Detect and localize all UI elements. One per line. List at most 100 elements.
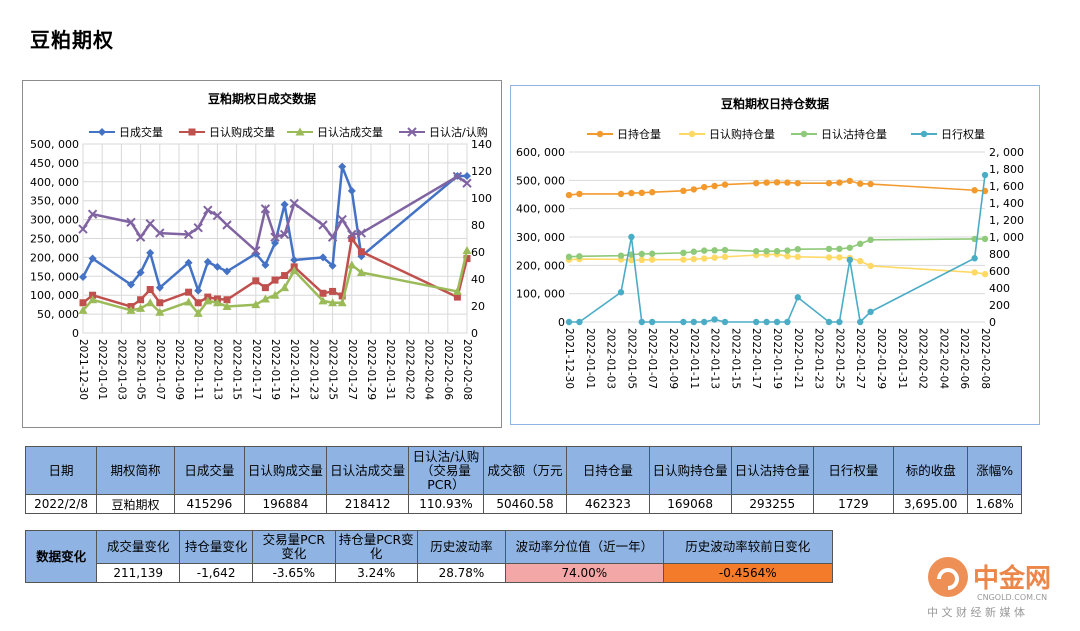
table1-value-7: 462323 xyxy=(566,494,650,514)
chart1-legend-item-3: 日行权量 xyxy=(911,128,985,141)
table2-header-0: 成交量变化 xyxy=(96,530,181,564)
chart1-series-2-point-5 xyxy=(649,250,656,257)
table1-header-8: 日认购持仓量 xyxy=(648,446,732,495)
chart1-y2-tick-7: 1, 400 xyxy=(989,197,1024,210)
chart0-series-3-point-20 xyxy=(356,228,367,238)
chart1-series-0-point-11 xyxy=(753,179,760,187)
legend-marker xyxy=(596,130,604,138)
chart0-series-2-point-17 xyxy=(328,298,338,307)
chart0-y2-tick-3: 60 xyxy=(471,246,485,259)
chart1-x-tick-0: 2021-12-30 xyxy=(563,328,575,389)
chart1-series-3-point-11 xyxy=(753,318,760,326)
table2-value-4: 28.78% xyxy=(416,563,507,583)
chart1-series-3-point-0 xyxy=(565,318,573,326)
chart0-y2-tick-0: 0 xyxy=(471,327,478,340)
chart0-series-2-point-4 xyxy=(145,298,155,307)
chart0-series-0-point-17 xyxy=(328,261,337,270)
legend-marker xyxy=(800,130,808,138)
chart0-series-3-point-15 xyxy=(289,198,299,209)
chart1-series-2-point-12 xyxy=(763,247,770,255)
chart1-series-0-point-15 xyxy=(794,179,801,187)
chart0-series-1-point-13 xyxy=(271,276,279,284)
chart0-series-0-point-19 xyxy=(347,186,356,195)
chart0-x-tick-4: 2022-01-07 xyxy=(154,339,166,400)
chart0-x-tick-20: 2022-02-08 xyxy=(461,339,473,400)
chart0-series-1-point-19 xyxy=(348,235,356,242)
chart0-y-tick-0: 0 xyxy=(72,327,79,340)
chart1-y2-tick-6: 1, 200 xyxy=(989,214,1024,227)
chart0-series-2-point-18 xyxy=(337,298,347,307)
chart0-series-1-point-0 xyxy=(79,299,87,307)
chart1-series-1-point-5 xyxy=(649,256,656,263)
chart1-x-tick-2: 2022-01-03 xyxy=(605,328,617,389)
chart0-series-2-point-10 xyxy=(222,302,232,311)
table2-value-2: -3.65% xyxy=(252,563,336,583)
chart0-x-tick-7: 2022-01-13 xyxy=(211,339,223,400)
table2-value-1: -1,642 xyxy=(179,563,254,583)
chart1-x-tick-5: 2022-01-09 xyxy=(667,328,679,389)
table1-header-3: 日认购成交量 xyxy=(243,446,328,495)
chart0-legend-item-3: 日认沽/认购 xyxy=(399,125,488,139)
chart1-series-1-point-6 xyxy=(680,256,687,263)
chart1-series-3-point-5 xyxy=(649,318,656,326)
chart1-y2-tick-8: 1, 600 xyxy=(989,180,1024,193)
chart1-y2-tick-9: 1, 800 xyxy=(989,163,1024,176)
chart0-x-tick-3: 2022-01-05 xyxy=(135,339,147,400)
logo-slogan: 中 文 财 经 新 媒 体 xyxy=(927,605,1025,619)
legend-marker xyxy=(295,127,305,136)
chart0-series-1-point-16 xyxy=(319,289,327,297)
chart0-y2-tick-6: 120 xyxy=(471,165,492,178)
chart1-series-3-point-14 xyxy=(784,318,791,326)
chart1-series-0-point-3 xyxy=(628,189,635,197)
page-title: 豆粕期权 xyxy=(30,28,114,52)
chart1-series-0-point-10 xyxy=(721,181,729,188)
table2-value-0: 211,139 xyxy=(96,563,181,583)
chart0-x-tick-0: 2021-12-30 xyxy=(77,339,89,400)
table1-value-2: 415296 xyxy=(173,494,245,514)
chart1-x-tick-11: 2022-01-21 xyxy=(792,328,804,389)
chart1-y2-tick-4: 800 xyxy=(989,248,1010,261)
chart0-series-3-point-9 xyxy=(212,210,223,221)
chart0-plot-area xyxy=(82,143,468,334)
chart1-series-3-point-4 xyxy=(638,318,645,326)
chart1-y-tick-3: 300, 000 xyxy=(516,231,565,244)
chart0-series-1-point-12 xyxy=(261,284,269,292)
chart1-series-1-point-17 xyxy=(836,254,843,261)
chart1-series-3-point-19 xyxy=(857,318,864,326)
chart1-series-3-point-9 xyxy=(711,316,718,323)
logo-domain: CNGOLD.COM.CN xyxy=(977,593,1047,602)
chart1-x-tick-20: 2022-02-08 xyxy=(979,328,991,389)
chart1-series-1-point-20 xyxy=(867,262,874,270)
chart1-x-tick-3: 2022-01-05 xyxy=(625,328,637,389)
table1-value-0: 2022/2/8 xyxy=(24,494,98,514)
chart0-series-3-point-18 xyxy=(337,214,347,225)
chart0-series-0-point-18 xyxy=(338,162,347,171)
chart0-y-tick-9: 450, 000 xyxy=(30,157,79,170)
chart0-series-2-point-15 xyxy=(289,266,299,275)
table2-value-3: 3.24% xyxy=(334,563,418,583)
chart1-series-0-point-12 xyxy=(763,179,770,186)
chart0-series-2-point-19 xyxy=(347,260,357,269)
chart1-x-tick-13: 2022-01-25 xyxy=(833,328,845,389)
chart1-y-tick-6: 600, 000 xyxy=(516,146,565,159)
table1-value-10: 1729 xyxy=(812,494,894,514)
chart1-series-0-point-14 xyxy=(784,179,791,186)
chart1-series-2-point-20 xyxy=(867,236,874,244)
chart0-y-tick-10: 500, 000 xyxy=(30,138,79,151)
chart1-series-0-point-9 xyxy=(711,182,718,190)
chart0-series-2-point-2 xyxy=(126,305,136,314)
chart1-series-1-point-3 xyxy=(628,257,635,264)
chart1-series-2-point-2 xyxy=(617,252,625,259)
chart1-series-2-point-19 xyxy=(857,240,864,247)
chart1-x-tick-19: 2022-02-06 xyxy=(958,328,970,389)
chart0-series-2-point-1 xyxy=(88,295,98,304)
trading-volume-chart: 豆粕期权日成交数据 日成交量 日认购成交量 日认沽成交量 日认沽/认购 0 50, 000 1… xyxy=(22,80,502,428)
chart0-series-3-point-14 xyxy=(279,229,290,240)
chart1-y2-tick-3: 600 xyxy=(989,265,1010,278)
chart0-series-0-point-2 xyxy=(127,280,135,289)
chart1-x-tick-4: 2022-01-07 xyxy=(646,328,658,389)
chart1-series-2-point-0 xyxy=(565,253,573,261)
chart1-y-tick-2: 200, 000 xyxy=(516,259,565,272)
chart0-series-2-point-14 xyxy=(280,283,290,292)
chart1-x-tick-1: 2022-01-01 xyxy=(584,328,596,389)
